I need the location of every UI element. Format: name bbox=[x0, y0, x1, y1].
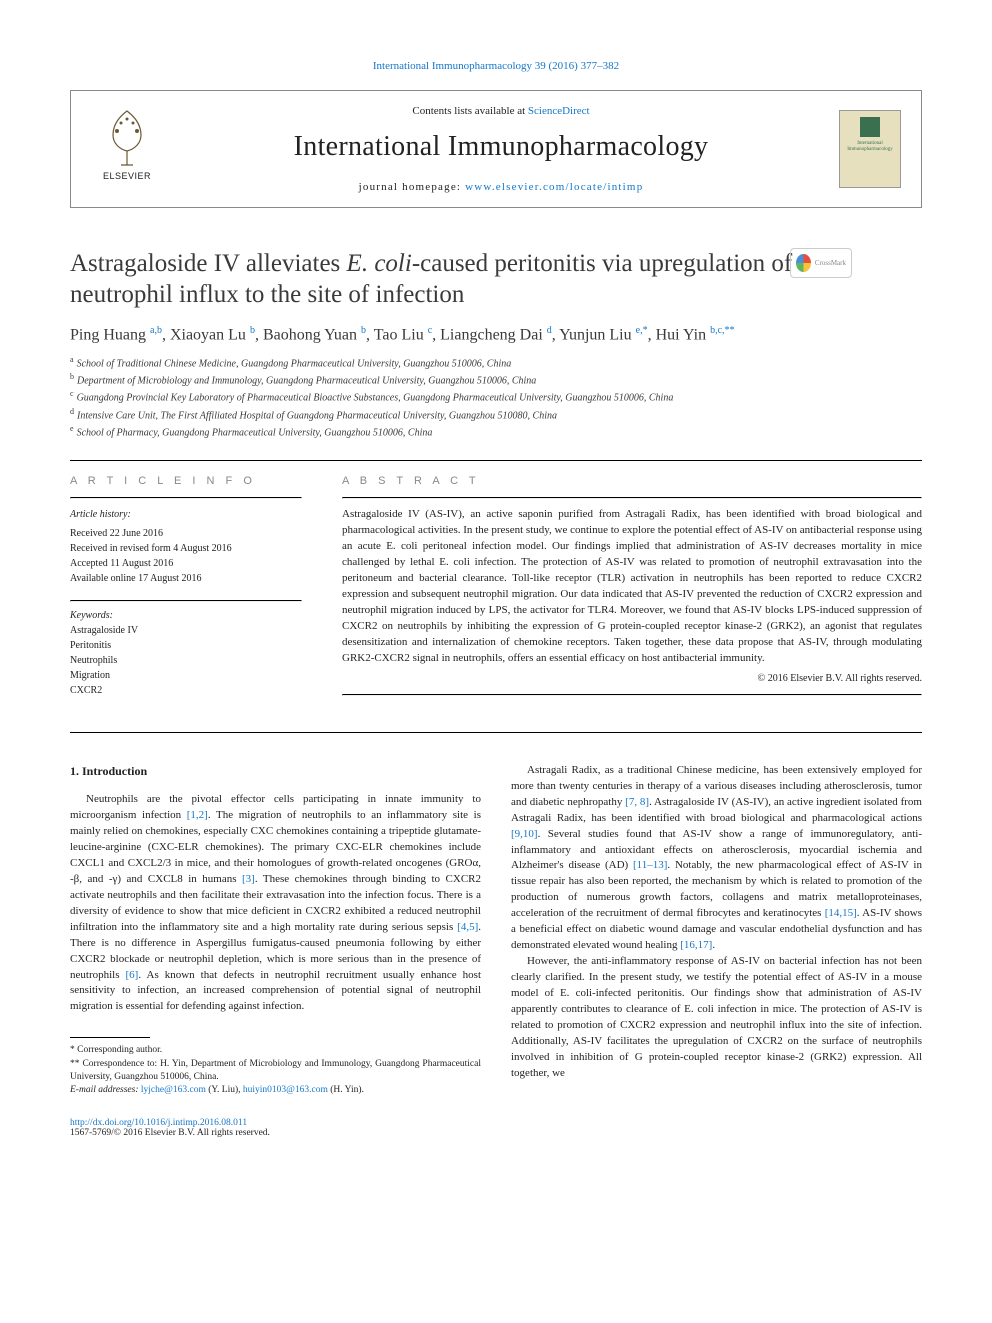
history-items: Received 22 June 2016Received in revised… bbox=[70, 526, 302, 586]
homepage-link[interactable]: www.elsevier.com/locate/intimp bbox=[465, 181, 643, 193]
author: , Hui Yin bbox=[648, 326, 711, 343]
history-item: Received in revised form 4 August 2016 bbox=[70, 541, 302, 556]
cover-title-2: Immunopharmacology bbox=[847, 147, 893, 153]
footnotes: * Corresponding author. ** Correspondenc… bbox=[70, 1037, 481, 1097]
body-columns: 1. Introduction Neutrophils are the pivo… bbox=[70, 763, 922, 1098]
ref-11-13[interactable]: [11–13] bbox=[633, 859, 667, 871]
email-1-name: (Y. Liu), bbox=[206, 1085, 243, 1095]
keyword: CXCR2 bbox=[70, 683, 302, 698]
abstract-text: Astragaloside IV (AS-IV), an active sapo… bbox=[342, 507, 922, 666]
authors: Ping Huang a,b, Xiaoyan Lu b, Baohong Yu… bbox=[70, 325, 922, 344]
col2-text-f: . bbox=[712, 939, 715, 951]
journal-ref: International Immunopharmacology 39 (201… bbox=[70, 60, 922, 72]
footnote-1: * Corresponding author. bbox=[70, 1044, 481, 1057]
history-label: Article history: bbox=[70, 507, 302, 522]
affiliation: cGuangdong Provincial Key Laboratory of … bbox=[70, 388, 922, 405]
crossmark-badge[interactable]: CrossMark bbox=[790, 248, 852, 278]
ref-9-10[interactable]: [9,10] bbox=[511, 828, 538, 840]
ref-1-2[interactable]: [1,2] bbox=[187, 809, 208, 821]
title-italic: E. coli bbox=[347, 250, 412, 277]
author: Ping Huang bbox=[70, 326, 150, 343]
ref-16-17[interactable]: [16,17] bbox=[680, 939, 712, 951]
ref-4-5[interactable]: [4,5] bbox=[457, 921, 478, 933]
ref-3[interactable]: [3] bbox=[242, 873, 255, 885]
footnote-emails: E-mail addresses: lyjche@163.com (Y. Liu… bbox=[70, 1084, 481, 1097]
header-center: Contents lists available at ScienceDirec… bbox=[163, 105, 839, 193]
elsevier-text: ELSEVIER bbox=[103, 171, 151, 181]
article-info-col: A R T I C L E I N F O Article history: R… bbox=[70, 475, 302, 703]
keyword: Peritonitis bbox=[70, 638, 302, 653]
email-1[interactable]: lyjche@163.com bbox=[141, 1085, 206, 1095]
author-sup: e,* bbox=[636, 325, 648, 336]
contents-line: Contents lists available at ScienceDirec… bbox=[163, 105, 839, 117]
journal-name: International Immunopharmacology bbox=[163, 131, 839, 163]
affiliations: aSchool of Traditional Chinese Medicine,… bbox=[70, 354, 922, 441]
email-label: E-mail addresses: bbox=[70, 1085, 141, 1095]
keywords-label: Keywords: bbox=[70, 610, 302, 621]
keyword: Astragaloside IV bbox=[70, 623, 302, 638]
title-part1: Astragaloside IV alleviates bbox=[70, 250, 347, 277]
col2-p1: Astragali Radix, as a traditional Chines… bbox=[511, 763, 922, 954]
title-row: CrossMark Astragaloside IV alleviates E.… bbox=[70, 248, 922, 311]
info-divider-1 bbox=[70, 497, 302, 499]
doi-link[interactable]: http://dx.doi.org/10.1016/j.intimp.2016.… bbox=[70, 1118, 247, 1128]
issn-copyright: 1567-5769/© 2016 Elsevier B.V. All right… bbox=[70, 1128, 922, 1138]
elsevier-logo: ELSEVIER bbox=[91, 107, 163, 191]
email-2[interactable]: huiyin0103@163.com bbox=[243, 1085, 328, 1095]
affiliation: eSchool of Pharmacy, Guangdong Pharmaceu… bbox=[70, 423, 922, 440]
author: , Baohong Yuan bbox=[255, 326, 361, 343]
abstract-col: A B S T R A C T Astragaloside IV (AS-IV)… bbox=[342, 475, 922, 703]
ref-6[interactable]: [6] bbox=[126, 969, 139, 981]
author: , Yunjun Liu bbox=[552, 326, 636, 343]
sciencedirect-link[interactable]: ScienceDirect bbox=[528, 105, 590, 117]
author-sup: a,b bbox=[150, 325, 162, 336]
abstract-divider-1 bbox=[342, 497, 922, 499]
abstract-copyright: © 2016 Elsevier B.V. All rights reserved… bbox=[342, 673, 922, 684]
keyword: Neutrophils bbox=[70, 653, 302, 668]
keyword: Migration bbox=[70, 668, 302, 683]
intro-p1: Neutrophils are the pivotal effector cel… bbox=[70, 792, 481, 1015]
col2-p2: However, the anti-inflammatory response … bbox=[511, 954, 922, 1082]
email-2-name: (H. Yin). bbox=[328, 1085, 364, 1095]
footnote-divider bbox=[70, 1037, 150, 1038]
history-item: Received 22 June 2016 bbox=[70, 526, 302, 541]
ref-14-15[interactable]: [14,15] bbox=[825, 907, 857, 919]
mid-divider bbox=[70, 732, 922, 733]
ref-7-8[interactable]: [7, 8] bbox=[625, 796, 649, 808]
journal-homepage: journal homepage: www.elsevier.com/locat… bbox=[163, 181, 839, 193]
body-col-right: Astragali Radix, as a traditional Chines… bbox=[511, 763, 922, 1098]
footnote-2: ** Correspondence to: H. Yin, Department… bbox=[70, 1058, 481, 1085]
homepage-label: journal homepage: bbox=[359, 181, 466, 193]
crossmark-label: CrossMark bbox=[815, 259, 846, 267]
author: , Tao Liu bbox=[366, 326, 428, 343]
journal-header: ELSEVIER Contents lists available at Sci… bbox=[70, 90, 922, 208]
affiliation: bDepartment of Microbiology and Immunolo… bbox=[70, 371, 922, 388]
article-info-header: A R T I C L E I N F O bbox=[70, 475, 302, 487]
author: , Liangcheng Dai bbox=[432, 326, 547, 343]
abstract-header: A B S T R A C T bbox=[342, 475, 922, 487]
crossmark-icon bbox=[796, 254, 811, 272]
affiliation: dIntensive Care Unit, The First Affiliat… bbox=[70, 406, 922, 423]
info-abstract-row: A R T I C L E I N F O Article history: R… bbox=[70, 475, 922, 703]
page-footer: http://dx.doi.org/10.1016/j.intimp.2016.… bbox=[70, 1118, 922, 1138]
elsevier-tree-icon bbox=[99, 107, 155, 169]
top-divider bbox=[70, 460, 922, 461]
author: , Xiaoyan Lu bbox=[162, 326, 250, 343]
history-item: Available online 17 August 2016 bbox=[70, 571, 302, 586]
abstract-divider-2 bbox=[342, 694, 922, 696]
contents-prefix: Contents lists available at bbox=[412, 105, 527, 117]
info-divider-2 bbox=[70, 600, 302, 602]
history-item: Accepted 11 August 2016 bbox=[70, 556, 302, 571]
affiliation: aSchool of Traditional Chinese Medicine,… bbox=[70, 354, 922, 371]
body-col-left: 1. Introduction Neutrophils are the pivo… bbox=[70, 763, 481, 1098]
cover-icon bbox=[860, 117, 880, 137]
keywords-list: Astragaloside IVPeritonitisNeutrophilsMi… bbox=[70, 623, 302, 698]
intro-heading: 1. Introduction bbox=[70, 763, 481, 780]
journal-cover: International Immunopharmacology bbox=[839, 110, 901, 188]
author-sup: b,c,** bbox=[710, 325, 734, 336]
